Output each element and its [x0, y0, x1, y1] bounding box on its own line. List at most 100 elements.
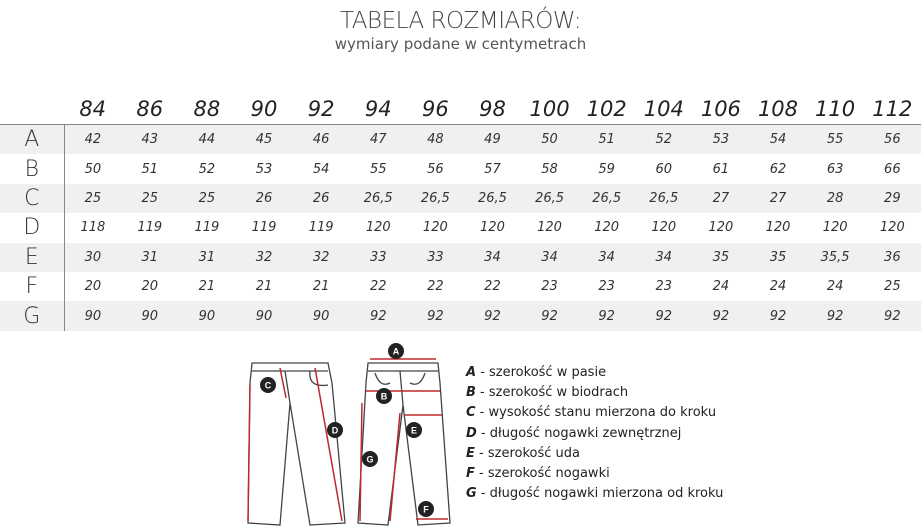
- table-cell: 25: [178, 183, 236, 214]
- table-cell: 50: [84, 161, 102, 177]
- table-cell: 55: [806, 124, 864, 155]
- table-cell: 46: [292, 124, 350, 155]
- table-cell: 26: [292, 183, 350, 214]
- table-cell: 119: [308, 220, 334, 236]
- legend-item: G - długość nogawki mierzona od kroku: [466, 484, 723, 504]
- table-row: A 42 43 44 45 46 47 48 49 50 51 52 53 54 55 56: [0, 124, 921, 155]
- table-cell: 53: [255, 161, 273, 177]
- row-label: B: [0, 154, 65, 184]
- table-cell: 23: [655, 279, 673, 295]
- size-header-row: 84 86 88 90 92 94 96 98 100 102 104 106 108 110 112: [0, 94, 921, 125]
- table-cell: 120: [708, 220, 734, 236]
- table-cell: 52: [198, 161, 216, 177]
- size-column-header: 102: [586, 97, 627, 121]
- size-column-header: 110: [815, 97, 856, 121]
- table-cell: 57: [484, 161, 501, 177]
- table-cell: 92: [578, 301, 636, 331]
- legend-text: - wysokość stanu mierzona do kroku: [475, 405, 717, 421]
- table-cell: 26,5: [521, 183, 579, 214]
- table-cell: 32: [292, 242, 350, 272]
- pants-diagram: C D A B E G F: [247, 343, 451, 526]
- legend-text: - długość nogawki zewnętrznej: [476, 425, 682, 441]
- marker-d: D: [332, 426, 339, 436]
- table-cell: 119: [251, 220, 277, 236]
- table-cell: 22: [369, 279, 387, 295]
- table-cell: 22: [484, 279, 501, 295]
- table-cell: 56: [863, 124, 921, 155]
- page-title: TABELA ROZMIARÓW:: [340, 8, 581, 34]
- marker-b-icon: [376, 388, 392, 404]
- table-cell: 120: [822, 220, 848, 236]
- table-cell: 120: [879, 220, 905, 236]
- size-column-header: 104: [643, 97, 684, 121]
- table-cell: 47: [349, 124, 407, 155]
- table-cell: 55: [369, 161, 387, 177]
- legend-item: C - wysokość stanu mierzona do kroku: [466, 403, 723, 423]
- table-cell: 26,5: [406, 183, 464, 214]
- table-cell: 120: [365, 220, 391, 236]
- table-cell: 33: [406, 242, 464, 272]
- marker-c: C: [265, 381, 272, 391]
- legend-text: - szerokość w pasie: [476, 365, 607, 380]
- size-column-header: 86: [136, 97, 164, 121]
- table-row: D 118 119 119 119 119 120 120 120 120 120 120 120 120…: [0, 213, 921, 243]
- row-label: A: [0, 124, 65, 155]
- table-cell: 42: [64, 124, 122, 155]
- size-column-header: 96: [421, 97, 449, 121]
- table-cell: 22: [427, 279, 444, 295]
- legend-text: - szerokość uda: [474, 445, 580, 461]
- table-cell: 90: [121, 301, 179, 331]
- legend-text: - szerokość w biodrach: [475, 385, 629, 401]
- table-cell: 36: [863, 242, 921, 272]
- table-cell: 34: [635, 242, 693, 272]
- table-cell: 59: [598, 161, 615, 177]
- row-label: E: [0, 242, 65, 272]
- row-label: G: [0, 301, 65, 331]
- table-cell: 120: [594, 220, 620, 236]
- table-cell: 26,5: [349, 183, 407, 214]
- table-row: E 30 31 31 32 32 33 33 34 34 34 34 35 35 35,5 36: [0, 242, 921, 272]
- table-cell: 62: [769, 161, 787, 177]
- table-cell: 29: [863, 183, 921, 214]
- table-row: C 25 25 25 26 26 26,5 26,5 26,5 26,5 26,5 26,5 27 27 2…: [0, 183, 921, 214]
- table-cell: 92: [635, 301, 693, 331]
- table-cell: 92: [806, 301, 864, 331]
- pants-back-view: [357, 362, 451, 526]
- marker-a: A: [393, 347, 400, 357]
- size-column-header: 100: [529, 97, 570, 121]
- table-cell: 120: [651, 220, 677, 236]
- table-cell: 30: [64, 242, 122, 272]
- table-cell: 33: [349, 242, 407, 272]
- legend-text: - długość nogawki mierzona od kroku: [476, 486, 724, 502]
- table-cell: 45: [235, 124, 293, 155]
- table-cell: 92: [521, 301, 579, 331]
- table-cell: 26,5: [635, 183, 693, 214]
- table-cell: 28: [806, 183, 864, 214]
- legend-key: D: [466, 425, 477, 441]
- table-cell: 34: [463, 242, 521, 272]
- table-cell: 120: [422, 220, 448, 236]
- marker-e-icon: [406, 422, 422, 438]
- table-cell: 20: [141, 279, 159, 295]
- table-cell: 92: [406, 301, 464, 331]
- size-column-header: 84: [79, 97, 107, 121]
- legend-key: A: [466, 365, 477, 380]
- row-label: F: [0, 271, 65, 302]
- table-cell: 43: [121, 124, 179, 155]
- table-cell: 23: [598, 279, 615, 295]
- table-cell: 26,5: [463, 183, 521, 214]
- table-cell: 92: [749, 301, 807, 331]
- table-cell: 54: [749, 124, 807, 155]
- table-cell: 56: [427, 161, 444, 177]
- table-cell: 24: [712, 279, 730, 295]
- marker-c-icon: [260, 377, 276, 393]
- table-cell: 23: [541, 279, 558, 295]
- legend-item: A - szerokość w pasie: [466, 363, 723, 383]
- row-label: D: [0, 213, 65, 243]
- table-cell: 54: [312, 161, 330, 177]
- marker-d-icon: [327, 422, 343, 438]
- size-column-header: 94: [364, 97, 392, 121]
- table-cell: 34: [521, 242, 579, 272]
- table-cell: 25: [121, 183, 179, 214]
